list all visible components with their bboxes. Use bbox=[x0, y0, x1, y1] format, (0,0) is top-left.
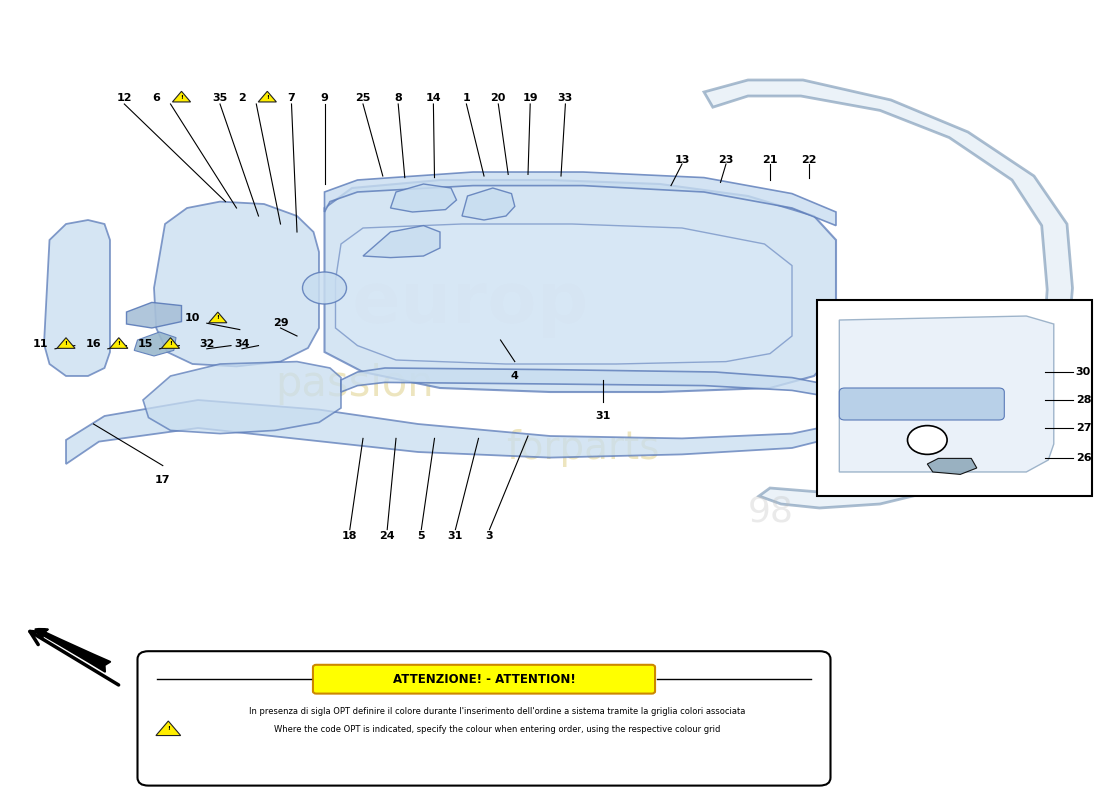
FancyBboxPatch shape bbox=[817, 300, 1092, 496]
Text: passion: passion bbox=[275, 363, 433, 405]
Polygon shape bbox=[324, 180, 836, 392]
Text: 13: 13 bbox=[674, 155, 690, 165]
Text: 25: 25 bbox=[355, 93, 371, 102]
Polygon shape bbox=[390, 184, 456, 212]
Text: !: ! bbox=[118, 341, 120, 346]
Text: 22: 22 bbox=[801, 155, 816, 165]
Text: 10: 10 bbox=[185, 314, 200, 323]
Polygon shape bbox=[704, 80, 1072, 508]
Polygon shape bbox=[363, 226, 440, 258]
Text: 26: 26 bbox=[1076, 453, 1091, 462]
Text: 14: 14 bbox=[426, 93, 441, 102]
Text: 3: 3 bbox=[486, 531, 493, 541]
Circle shape bbox=[302, 272, 346, 304]
Text: 28: 28 bbox=[1076, 395, 1091, 405]
Text: ATTENZIONE! - ATTENTION!: ATTENZIONE! - ATTENTION! bbox=[393, 673, 575, 686]
Text: 24: 24 bbox=[379, 531, 395, 541]
Text: 35: 35 bbox=[212, 93, 228, 102]
Text: 98: 98 bbox=[748, 495, 794, 529]
Text: 1: 1 bbox=[462, 93, 471, 102]
Text: 7: 7 bbox=[287, 93, 296, 102]
Text: In presenza di sigla OPT definire il colore durante l'inserimento dell'ordine a : In presenza di sigla OPT definire il col… bbox=[250, 706, 746, 716]
Polygon shape bbox=[126, 302, 182, 328]
Text: 21: 21 bbox=[762, 155, 778, 165]
Text: 23: 23 bbox=[718, 155, 734, 165]
Polygon shape bbox=[110, 338, 128, 348]
FancyBboxPatch shape bbox=[312, 665, 654, 694]
Text: 8: 8 bbox=[394, 93, 403, 102]
Polygon shape bbox=[66, 400, 831, 464]
Text: 15: 15 bbox=[138, 339, 153, 349]
Text: 18: 18 bbox=[342, 531, 358, 541]
Text: Where the code OPT is indicated, specify the colour when entering order, using t: Where the code OPT is indicated, specify… bbox=[274, 725, 720, 734]
FancyBboxPatch shape bbox=[839, 388, 1004, 420]
Polygon shape bbox=[324, 172, 836, 226]
Polygon shape bbox=[173, 91, 190, 102]
Text: !: ! bbox=[169, 341, 172, 346]
Text: 27: 27 bbox=[1076, 423, 1091, 433]
Text: 31: 31 bbox=[448, 531, 463, 541]
Polygon shape bbox=[839, 316, 1054, 472]
Text: 12: 12 bbox=[117, 93, 132, 102]
Polygon shape bbox=[44, 220, 110, 376]
Polygon shape bbox=[154, 202, 319, 366]
Text: forparts: forparts bbox=[506, 429, 659, 467]
Text: 16: 16 bbox=[86, 339, 101, 349]
Text: 32: 32 bbox=[199, 339, 214, 349]
Text: europ: europ bbox=[352, 270, 590, 338]
Text: 9: 9 bbox=[320, 93, 329, 102]
FancyBboxPatch shape bbox=[138, 651, 830, 786]
Text: 30: 30 bbox=[1076, 367, 1091, 377]
Text: 11: 11 bbox=[33, 339, 48, 349]
Polygon shape bbox=[143, 362, 341, 434]
Polygon shape bbox=[341, 368, 825, 396]
Text: 20: 20 bbox=[491, 93, 506, 102]
Polygon shape bbox=[57, 338, 75, 348]
Text: 17: 17 bbox=[155, 475, 170, 485]
Polygon shape bbox=[209, 312, 227, 322]
Polygon shape bbox=[134, 332, 176, 356]
Text: 4: 4 bbox=[510, 371, 519, 381]
Polygon shape bbox=[258, 91, 276, 102]
Polygon shape bbox=[927, 458, 977, 474]
Polygon shape bbox=[462, 188, 515, 220]
Text: 6: 6 bbox=[152, 93, 161, 102]
Text: 29: 29 bbox=[273, 318, 288, 328]
Polygon shape bbox=[336, 224, 792, 364]
Circle shape bbox=[908, 426, 947, 454]
Text: !: ! bbox=[217, 315, 219, 321]
Text: 31: 31 bbox=[595, 411, 610, 421]
Text: 33: 33 bbox=[558, 93, 573, 102]
Text: !: ! bbox=[266, 94, 268, 100]
Text: 2: 2 bbox=[238, 93, 246, 102]
Text: 34: 34 bbox=[234, 339, 250, 349]
Polygon shape bbox=[162, 338, 179, 348]
Text: !: ! bbox=[167, 726, 169, 731]
Text: 19: 19 bbox=[522, 93, 538, 102]
Text: 5: 5 bbox=[418, 531, 425, 541]
Text: !: ! bbox=[180, 94, 183, 100]
Polygon shape bbox=[156, 721, 180, 735]
Text: !: ! bbox=[65, 341, 67, 346]
